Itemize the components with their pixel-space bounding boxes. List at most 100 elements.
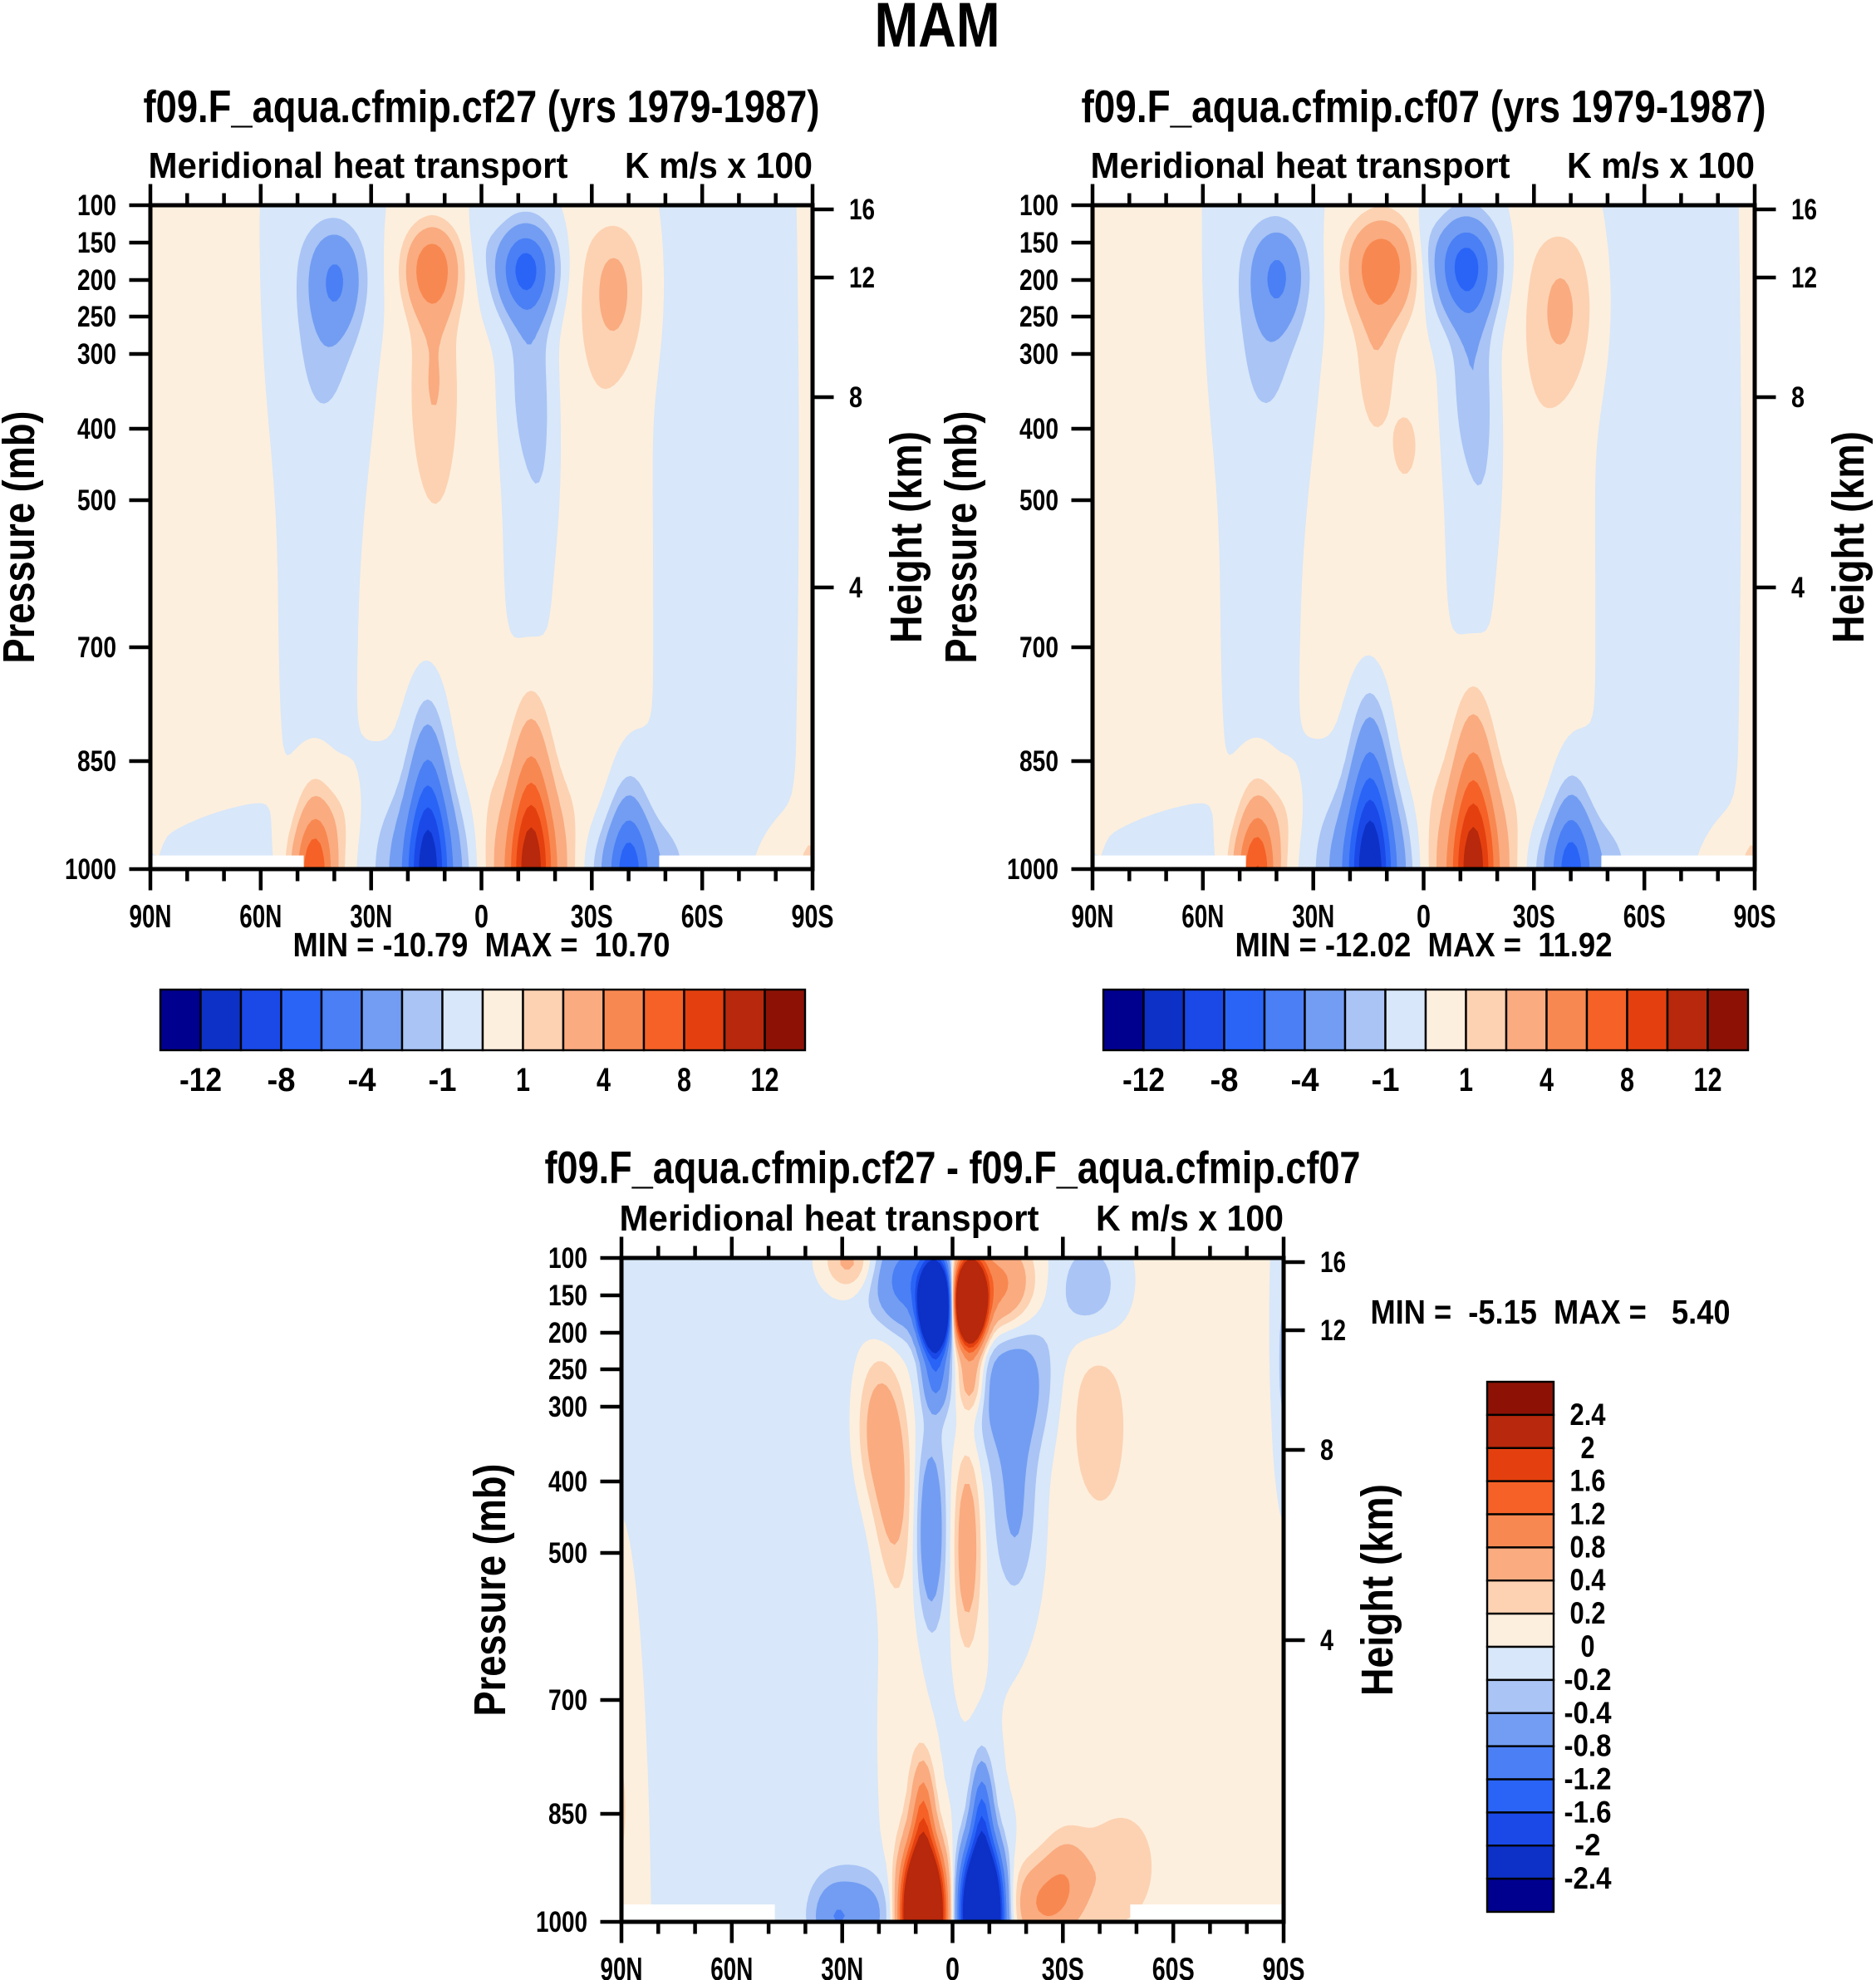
svg-text:-0.4: -0.4: [1564, 1696, 1612, 1730]
svg-text:90S: 90S: [792, 899, 834, 935]
svg-text:60S: 60S: [1152, 1952, 1195, 1980]
svg-text:30S: 30S: [1513, 899, 1555, 935]
svg-text:1: 1: [1459, 1062, 1473, 1098]
svg-text:-0.8: -0.8: [1564, 1729, 1612, 1763]
svg-text:Meridional heat transport: Meridional heat transport: [1091, 145, 1510, 186]
svg-text:400: 400: [1019, 413, 1058, 445]
svg-text:60N: 60N: [1181, 899, 1224, 935]
svg-text:200: 200: [77, 264, 116, 297]
svg-text:400: 400: [548, 1466, 587, 1498]
svg-text:300: 300: [1019, 338, 1058, 371]
svg-text:-8: -8: [268, 1062, 296, 1098]
svg-text:16: 16: [849, 194, 875, 226]
svg-text:2.4: 2.4: [1570, 1398, 1606, 1432]
svg-text:0: 0: [474, 899, 489, 935]
svg-text:850: 850: [1019, 745, 1058, 778]
svg-text:0: 0: [1417, 899, 1431, 935]
svg-text:-4: -4: [348, 1062, 377, 1098]
svg-text:1.2: 1.2: [1570, 1497, 1606, 1531]
svg-text:500: 500: [548, 1537, 587, 1570]
svg-text:f09.F_aqua.cfmip.cf27 (yrs 197: f09.F_aqua.cfmip.cf27 (yrs 1979-1987): [144, 81, 820, 132]
svg-text:Meridional heat transport: Meridional heat transport: [620, 1198, 1039, 1239]
svg-text:-0.2: -0.2: [1564, 1663, 1612, 1697]
svg-text:60N: 60N: [239, 899, 282, 935]
svg-text:4: 4: [597, 1062, 611, 1098]
svg-text:K m/s x 100: K m/s x 100: [625, 145, 813, 186]
svg-text:90S: 90S: [1734, 899, 1776, 935]
svg-text:0.4: 0.4: [1570, 1563, 1606, 1597]
svg-text:f09.F_aqua.cfmip.cf07 (yrs 197: f09.F_aqua.cfmip.cf07 (yrs 1979-1987): [1082, 81, 1766, 132]
svg-text:Pressure (mb): Pressure (mb): [0, 411, 44, 664]
svg-text:30N: 30N: [350, 899, 392, 935]
svg-text:-8: -8: [1211, 1062, 1239, 1098]
svg-text:1000: 1000: [1007, 853, 1058, 886]
svg-text:-1.6: -1.6: [1564, 1795, 1612, 1829]
svg-text:30S: 30S: [1042, 1952, 1084, 1980]
svg-text:8: 8: [849, 381, 862, 414]
svg-text:-2: -2: [1575, 1828, 1601, 1862]
svg-text:300: 300: [548, 1391, 587, 1423]
svg-text:12: 12: [1694, 1062, 1722, 1098]
svg-text:f09.F_aqua.cfmip.cf27 - f09.F_: f09.F_aqua.cfmip.cf27 - f09.F_aqua.cfmip…: [545, 1142, 1361, 1193]
svg-text:Pressure (mb): Pressure (mb): [936, 411, 986, 664]
svg-text:Height (km): Height (km): [1353, 1484, 1402, 1696]
svg-text:-1: -1: [1372, 1062, 1400, 1098]
svg-text:16: 16: [1791, 194, 1817, 226]
svg-text:100: 100: [77, 189, 116, 222]
svg-text:MAM: MAM: [875, 0, 1000, 61]
svg-text:Pressure (mb): Pressure (mb): [465, 1464, 515, 1717]
svg-text:100: 100: [1019, 189, 1058, 222]
svg-text:30N: 30N: [821, 1952, 863, 1980]
svg-text:2: 2: [1581, 1431, 1595, 1465]
svg-text:400: 400: [77, 413, 116, 445]
svg-text:4: 4: [1791, 572, 1805, 604]
svg-text:700: 700: [548, 1684, 587, 1717]
svg-text:8: 8: [1320, 1434, 1333, 1467]
svg-text:250: 250: [1019, 301, 1058, 333]
svg-text:8: 8: [1791, 381, 1805, 414]
svg-text:150: 150: [548, 1280, 587, 1312]
svg-text:8: 8: [677, 1062, 691, 1098]
svg-text:500: 500: [77, 484, 116, 517]
svg-text:0: 0: [1581, 1629, 1595, 1663]
svg-text:-12: -12: [1122, 1062, 1165, 1098]
svg-text:12: 12: [1320, 1314, 1346, 1347]
svg-text:12: 12: [751, 1062, 779, 1098]
svg-text:Height (km): Height (km): [1824, 431, 1874, 643]
svg-text:850: 850: [77, 745, 116, 778]
svg-text:4: 4: [849, 572, 862, 604]
svg-text:250: 250: [548, 1354, 587, 1386]
svg-text:60N: 60N: [710, 1952, 753, 1980]
svg-text:4: 4: [1320, 1624, 1333, 1657]
svg-text:Height (km): Height (km): [882, 431, 931, 643]
svg-text:90N: 90N: [1072, 899, 1114, 935]
svg-text:4: 4: [1540, 1062, 1554, 1098]
svg-text:700: 700: [77, 631, 116, 664]
svg-text:-1: -1: [429, 1062, 457, 1098]
svg-text:MIN = -10.79 MAX = 10.70: MIN = -10.79 MAX = 10.70: [293, 926, 670, 964]
svg-text:1: 1: [516, 1062, 530, 1098]
svg-text:200: 200: [1019, 264, 1058, 297]
svg-text:MIN = -12.02 MAX = 11.92: MIN = -12.02 MAX = 11.92: [1235, 926, 1613, 964]
svg-text:K m/s x 100: K m/s x 100: [1096, 1198, 1284, 1239]
svg-text:700: 700: [1019, 631, 1058, 664]
svg-text:0: 0: [945, 1952, 960, 1980]
svg-text:MIN = -5.15 MAX = 5.40: MIN = -5.15 MAX = 5.40: [1371, 1293, 1731, 1331]
svg-text:30S: 30S: [571, 899, 613, 935]
svg-text:Meridional heat transport: Meridional heat transport: [149, 145, 568, 186]
svg-text:850: 850: [548, 1798, 587, 1830]
svg-text:250: 250: [77, 301, 116, 333]
svg-text:60S: 60S: [681, 899, 724, 935]
svg-text:300: 300: [77, 338, 116, 371]
svg-text:-1.2: -1.2: [1564, 1762, 1612, 1796]
svg-text:-12: -12: [179, 1062, 222, 1098]
svg-text:1000: 1000: [65, 853, 116, 886]
svg-text:500: 500: [1019, 484, 1058, 517]
svg-text:90N: 90N: [601, 1952, 643, 1980]
svg-text:0.2: 0.2: [1570, 1596, 1606, 1630]
svg-text:90N: 90N: [130, 899, 172, 935]
svg-text:12: 12: [849, 262, 875, 294]
svg-text:1.6: 1.6: [1570, 1464, 1606, 1498]
svg-text:90S: 90S: [1263, 1952, 1305, 1980]
svg-text:150: 150: [1019, 227, 1058, 259]
